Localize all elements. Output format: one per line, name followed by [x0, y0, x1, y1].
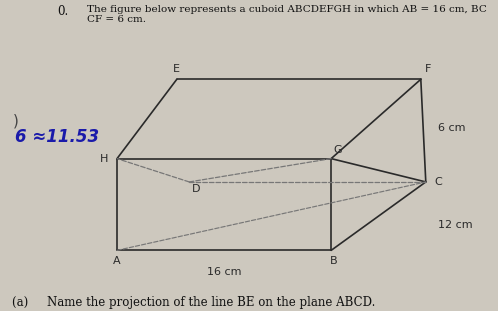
Text: (a)     Name the projection of the line BE on the plane ABCD.: (a) Name the projection of the line BE o… — [12, 296, 376, 309]
Text: G: G — [334, 145, 343, 155]
Text: 6 ≈11.53: 6 ≈11.53 — [15, 128, 99, 146]
Text: The figure below represents a cuboid ABCDEFGH in which AB = 16 cm, BC
CF = 6 cm.: The figure below represents a cuboid ABC… — [87, 5, 487, 24]
Text: 16 cm: 16 cm — [207, 267, 242, 277]
Text: C: C — [435, 177, 443, 187]
Text: 12 cm: 12 cm — [438, 220, 473, 230]
Text: 0.: 0. — [57, 5, 69, 18]
Text: H: H — [100, 154, 108, 164]
Text: E: E — [173, 64, 180, 74]
Text: A: A — [113, 256, 121, 266]
Text: ): ) — [12, 114, 18, 129]
Text: 6 cm: 6 cm — [438, 123, 466, 132]
Text: D: D — [192, 183, 200, 194]
Text: B: B — [330, 256, 338, 266]
Text: F: F — [425, 64, 432, 74]
